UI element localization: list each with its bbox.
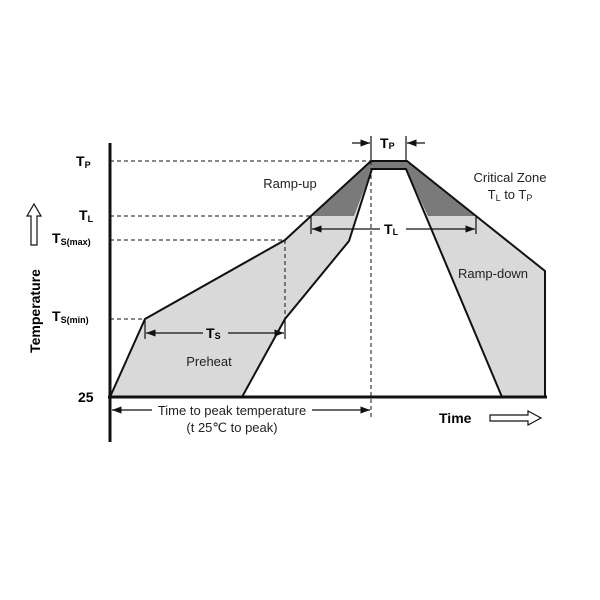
label-tp: TP — [76, 153, 91, 170]
right-arrow-icon — [489, 409, 543, 427]
tl-dimension — [310, 217, 477, 234]
label-ts-max: TS(max) — [52, 230, 91, 247]
label-ts-min: TS(min) — [52, 308, 89, 325]
x-axis-label: Time — [439, 410, 472, 426]
label-25: 25 — [78, 389, 94, 405]
ts-dimension — [144, 320, 286, 339]
dashed-guides — [110, 160, 372, 418]
ts-dimension-label: TS — [206, 325, 221, 341]
preheat-label: Preheat — [186, 354, 232, 369]
ramp-down-label: Ramp-down — [458, 266, 528, 281]
ramp-up-label: Ramp-up — [263, 176, 316, 191]
tp-dimension — [352, 136, 425, 160]
y-axis-label: Temperature — [27, 269, 43, 353]
critical-range-label: TL to TP — [488, 187, 533, 203]
process-window-band — [110, 161, 545, 397]
label-tl: TL — [79, 207, 94, 224]
tp-dimension-label: TP — [380, 135, 395, 151]
tl-dimension-label: TL — [384, 221, 399, 237]
time-to-peak-label: Time to peak temperature — [158, 403, 306, 418]
up-arrow-icon — [25, 202, 43, 246]
critical-zone-top — [371, 161, 407, 169]
time-to-peak-detail: (t 25℃ to peak) — [186, 420, 277, 435]
critical-zone-label: Critical Zone — [474, 170, 547, 185]
